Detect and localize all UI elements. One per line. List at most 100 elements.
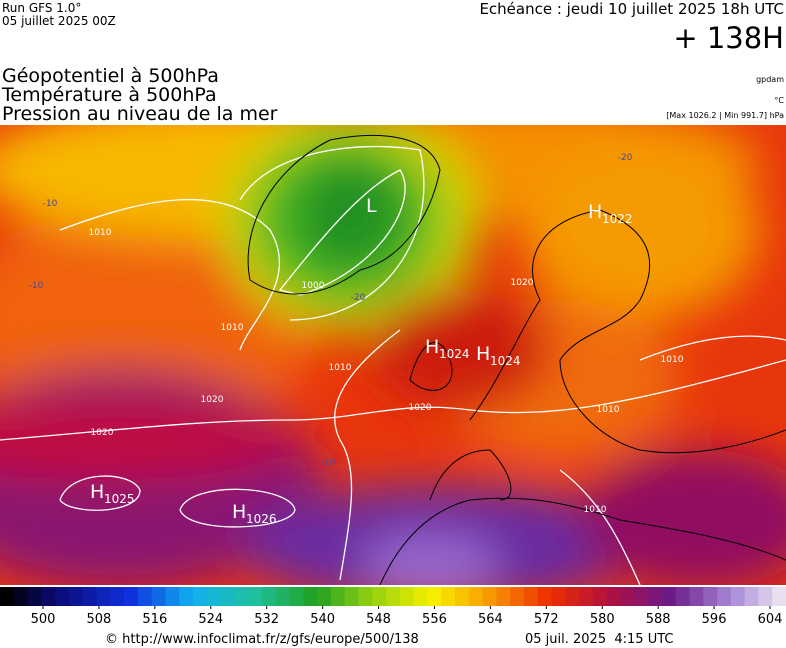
colorbar-tick-label: 556	[422, 612, 447, 627]
colorbar-swatch	[565, 587, 580, 606]
colorbar-swatch	[151, 587, 166, 606]
isoline-label: -20	[351, 293, 366, 303]
isoline	[239, 145, 425, 321]
colorbar-swatch	[579, 587, 594, 606]
coastlines	[247, 135, 786, 585]
isoline	[278, 169, 406, 296]
isoline-label: 1010	[597, 405, 620, 415]
colorbar-swatch	[524, 587, 539, 606]
isoline-label: 1020	[91, 428, 114, 438]
isoline-label: 1010	[89, 228, 112, 238]
colorbar-tick-label: 604	[758, 612, 783, 627]
colorbar-tick-label: 508	[87, 612, 112, 627]
isoline-label: -10	[321, 458, 336, 468]
colorbar-swatch	[372, 587, 387, 606]
coast	[409, 342, 453, 391]
colorbar-swatch	[96, 587, 111, 606]
colorbar-swatch	[317, 587, 332, 606]
center-symbol: H	[588, 201, 602, 223]
isoline-label: 1010	[584, 505, 607, 515]
isolines	[0, 145, 786, 585]
colorbar-swatch	[703, 587, 718, 606]
colorbar-swatch	[537, 587, 553, 606]
colorbar-swatch	[220, 587, 235, 606]
center-value: 1026	[246, 512, 277, 526]
isoline-label: 1020	[409, 403, 432, 413]
colorbar-tick-label: 588	[646, 612, 671, 627]
center-value: 1024	[439, 347, 470, 361]
isoline-label: -20	[618, 153, 633, 163]
isoline	[59, 198, 281, 351]
center-symbol: H	[90, 481, 104, 503]
colorbar-swatch	[137, 587, 153, 606]
colorbar-swatch	[358, 587, 373, 606]
colorbar-swatch	[344, 587, 360, 606]
colorbar-tick-label: 500	[31, 612, 56, 627]
isoline-label: 1020	[201, 395, 224, 405]
colorbar-swatch	[234, 587, 249, 606]
colorbar-tick-label: 540	[310, 612, 335, 627]
colorbar-swatch	[248, 587, 263, 606]
isoline-label: 1020	[511, 278, 534, 288]
colorbar-swatch	[193, 587, 208, 606]
colorbar-swatch	[303, 587, 318, 606]
colorbar-swatch	[330, 587, 346, 606]
center-symbol: L	[366, 195, 377, 217]
colorbar-swatch	[675, 587, 690, 606]
isoline	[559, 469, 641, 585]
isoline-label: 1010	[661, 355, 684, 365]
colorbar-swatch	[68, 587, 84, 606]
colorbar-swatch	[496, 587, 511, 606]
colorbar-swatch	[13, 587, 29, 606]
center-symbol: H	[232, 501, 246, 523]
colorbar-swatch	[0, 587, 15, 606]
field-label: Pression au niveau de la mer	[2, 103, 278, 125]
colorbar-swatch	[275, 587, 291, 606]
colorbar-tick-label: 524	[198, 612, 223, 627]
colorbar-swatch	[620, 587, 635, 606]
unit-label: gpdam	[756, 75, 784, 84]
colorbar-swatch	[468, 587, 484, 606]
colorbar-swatch	[730, 587, 746, 606]
colorbar-swatch	[427, 587, 442, 606]
colorbar-swatch	[606, 587, 622, 606]
colorbar-swatch	[110, 587, 125, 606]
colorbar-swatch	[27, 587, 42, 606]
colorbar-swatch	[399, 587, 415, 606]
colorbar-tick-label: 564	[478, 612, 503, 627]
colorbar-swatch	[441, 587, 456, 606]
footer-timestamp: 05 juil. 2025 4:15 UTC	[525, 632, 673, 647]
isoline-label: 1010	[329, 363, 352, 373]
isoline-label: 1000	[302, 281, 325, 291]
colorbar-swatch	[772, 587, 786, 606]
colorbar-swatch	[717, 587, 732, 606]
colorbar-swatch	[386, 587, 401, 606]
colorbar-tick-label: 572	[534, 612, 559, 627]
center-value: 1025	[104, 492, 135, 506]
field-label: Température à 500hPa	[1, 84, 217, 106]
colorbar-swatch	[648, 587, 663, 606]
unit-label: [Max 1026.2 | Min 991.7] hPa	[666, 111, 784, 120]
colorbar-tick-label: 516	[142, 612, 167, 627]
run-date: 05 juillet 2025 00Z	[2, 14, 116, 28]
center-symbol: H	[476, 343, 490, 365]
colorbar-swatch	[510, 587, 525, 606]
footer-url: © http://www.infoclimat.fr/z/gfs/europe/…	[105, 632, 419, 647]
colorbar-swatch	[179, 587, 194, 606]
colorbar-swatch	[744, 587, 759, 606]
coast	[469, 209, 786, 454]
colorbar-swatch	[262, 587, 277, 606]
run: Run GFS 1.0°	[2, 1, 81, 15]
colorbar-swatch	[455, 587, 470, 606]
colorbar-swatch	[206, 587, 222, 606]
colorbar-swatch	[592, 587, 608, 606]
center-value: 1022	[602, 212, 633, 226]
colorbar-swatch	[124, 587, 139, 606]
colorbar-swatch	[758, 587, 773, 606]
colorbar-tick-label: 580	[590, 612, 615, 627]
isoline	[334, 329, 401, 581]
colorbar-tick-label: 548	[366, 612, 391, 627]
isoline	[59, 475, 141, 511]
coast	[247, 135, 441, 295]
